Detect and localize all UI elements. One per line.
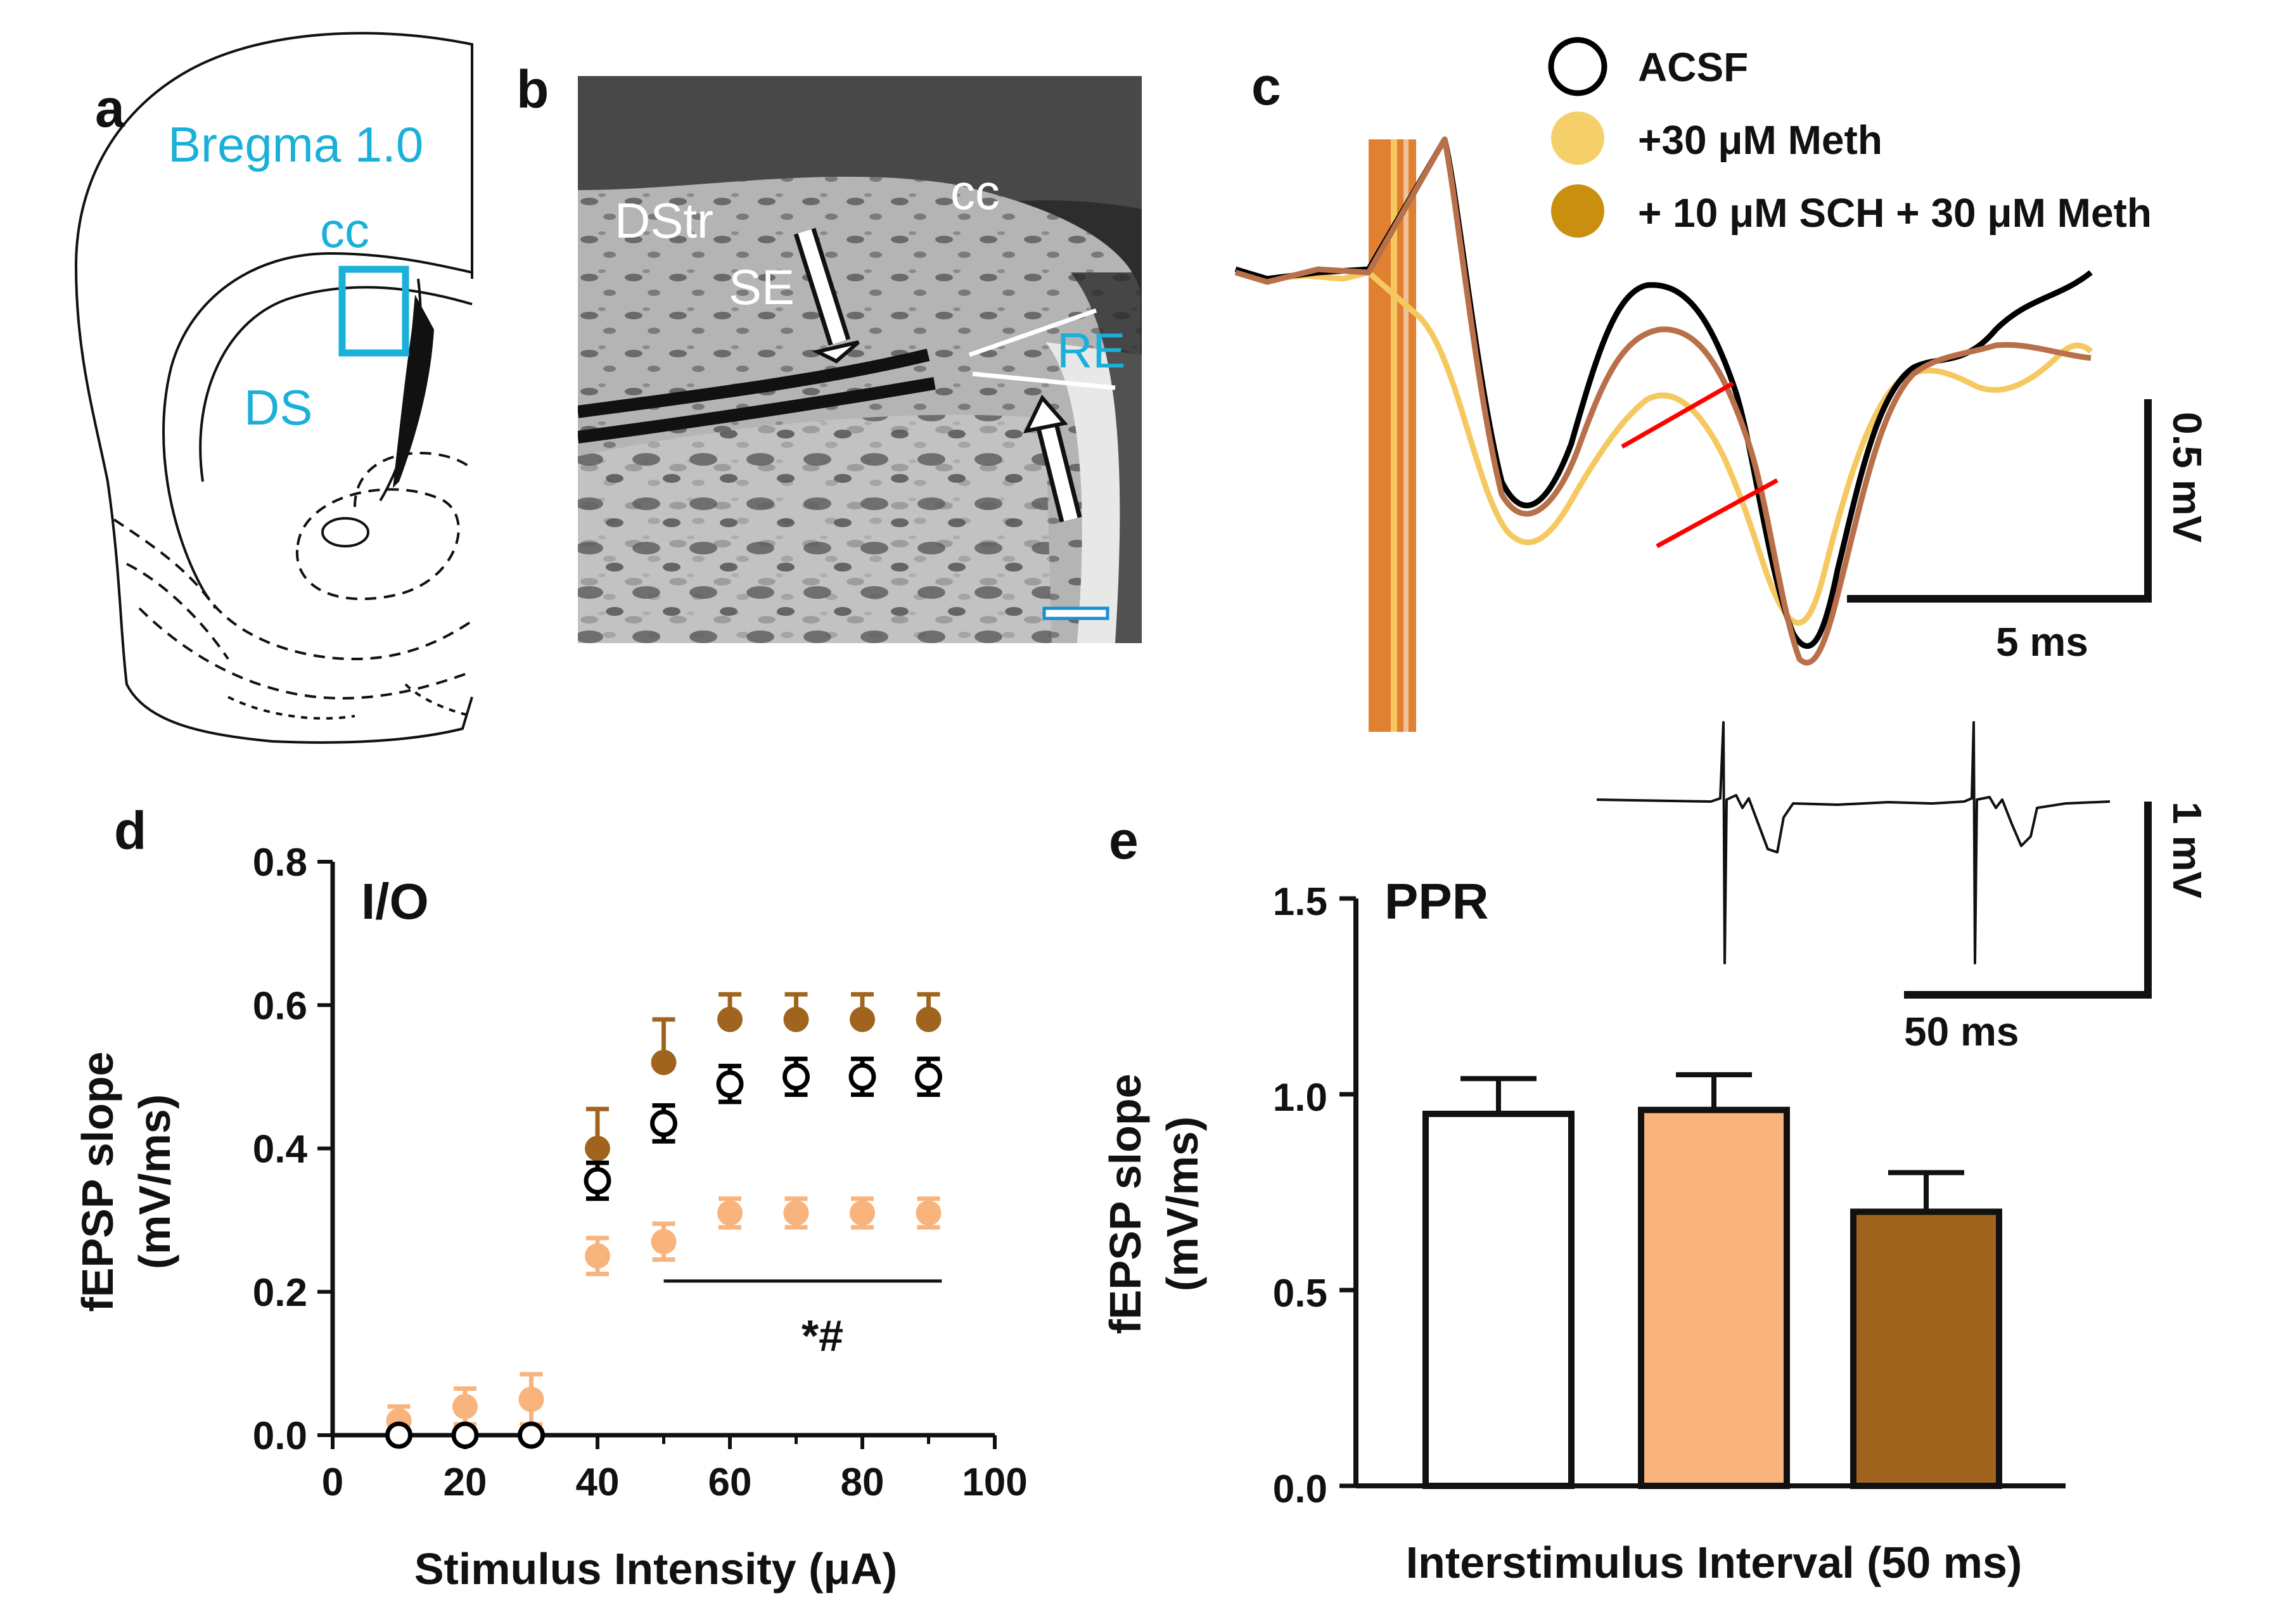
io-x-tick-label: 20 [444,1461,487,1504]
io-x-tick-label: 60 [708,1461,752,1504]
ppr-x-axis-title: Interstimulus Interval (50 ms) [1406,1538,2022,1587]
io-point [783,1200,809,1226]
dstr-label: DStr [615,193,713,248]
scale-label-voltage-c: 0.5 mV [2164,412,2210,543]
legend-label-sch-meth: + 10 μM SCH + 30 μM Meth [1638,190,2152,236]
legend-label-acsf: ACSF [1638,44,1748,90]
io-y-tick-label: 0.0 [253,1414,307,1458]
scale-label-time-e: 50 ms [1904,1009,2019,1054]
slope-marker-upper [1621,381,1734,449]
io-point [651,1229,677,1255]
io-y-tick-label: 0.2 [253,1271,307,1315]
legend-marker-acsf [1548,37,1607,96]
inset-scale-bar [1904,802,2152,999]
io-point [518,1386,544,1412]
io-plot-title: I/O [361,873,429,930]
legend-label-meth: +30 μM Meth [1638,117,1882,163]
io-y-tick-label: 0.8 [253,841,307,885]
io-point-acsf [584,1167,611,1194]
traces [1234,136,2093,732]
io-point [850,1006,875,1032]
trace-legend: ACSF +30 μM Meth + 10 μM SCH + 30 μM Met… [1548,37,2152,238]
inset-trace [1596,721,2111,964]
io-point-acsf [451,1421,479,1449]
io-x-axis-title: Stimulus Intensity (μA) [414,1544,897,1594]
cc-label-b: cc [950,164,1000,220]
panel-e-letter: e [1109,810,1139,870]
io-point-acsf [650,1109,677,1137]
io-point [916,1006,942,1032]
io-point [850,1200,875,1226]
ppr-y-tick-label: 1.5 [1273,880,1327,924]
io-point [585,1243,610,1269]
io-point [717,1006,743,1032]
io-point [783,1006,809,1032]
panel-c-letter: c [1251,56,1281,116]
panel-c: c ACSF +30 μM Meth + 10 μM SCH + 30 μM M… [1234,37,2210,732]
bregma-label: Bregma 1.0 [168,117,423,172]
io-point-acsf [716,1070,744,1098]
legend-marker-sch-meth [1551,184,1604,238]
trace-meth [1235,269,2093,626]
panel-d-letter: d [114,801,146,860]
ppr-y-tick-label: 1.0 [1273,1076,1327,1120]
io-significance-label: *# [802,1311,843,1360]
panel-a: a Bregma 1.0 cc DS [74,32,473,744]
io-x-tick-label: 40 [576,1461,620,1504]
se-label: SE [729,259,795,315]
ppr-y-tick-label: 0.5 [1273,1272,1327,1315]
trace-scale-bar: 5 ms 0.5 mV [1847,399,2210,665]
io-point [585,1135,610,1161]
io-point [452,1393,478,1419]
legend-marker-meth [1551,112,1604,165]
io-point [717,1200,743,1226]
ds-label: DS [244,380,312,435]
io-x-tick-label: 0 [322,1461,343,1504]
re-label: RE [1057,323,1125,378]
panel-b: b [516,60,1142,643]
io-point-acsf [915,1063,942,1090]
io-point [916,1200,942,1226]
io-point [651,1049,677,1075]
io-point-acsf [783,1063,810,1090]
trace-sch-meth [1234,136,2092,666]
paired-pulse-inset: 50 ms 1 mV [1596,721,2210,1054]
recording-region-box [338,265,409,357]
panel-e-ppr-chart: e PPR Interstimulus Interval (50 ms) fEP… [1101,721,2210,1587]
micrograph-scale-bar [1042,606,1109,620]
io-y-tick-label: 0.4 [253,1128,308,1172]
ppr-bar [1850,1208,2002,1490]
io-x-tick-label: 80 [841,1461,885,1504]
ventricle-shape [393,295,434,488]
io-point-acsf [848,1063,876,1090]
io-y-tick-label: 0.6 [253,984,307,1028]
ppr-y-tick-label: 0.0 [1273,1467,1327,1511]
io-y-axis-title-line2: (mV/ms) [130,1094,179,1269]
ppr-y-axis-title-line1: fEPSP slope [1101,1073,1150,1334]
ppr-bar [1638,1106,1790,1489]
scale-label-time-c: 5 ms [1996,619,2088,665]
io-y-axis-title-line1: fEPSP slope [73,1051,122,1312]
ppr-plot-title: PPR [1384,873,1489,930]
ppr-y-axis-title-line2: (mV/ms) [1158,1116,1207,1291]
micrograph [578,76,1142,643]
ppr-bar [1422,1110,1575,1489]
io-x-tick-label: 100 [962,1461,1027,1504]
trace-acsf [1234,136,2093,649]
slope-marker-lower [1656,478,1779,549]
panel-b-letter: b [516,60,549,119]
cc-label-a: cc [320,202,369,258]
io-point-acsf [385,1421,412,1449]
panel-d-io-chart: d I/O Stimulus Intensity (μA) fEPSP slop… [73,801,1028,1594]
io-point-acsf [518,1421,545,1449]
scale-label-voltage-e: 1 mV [2164,802,2210,898]
